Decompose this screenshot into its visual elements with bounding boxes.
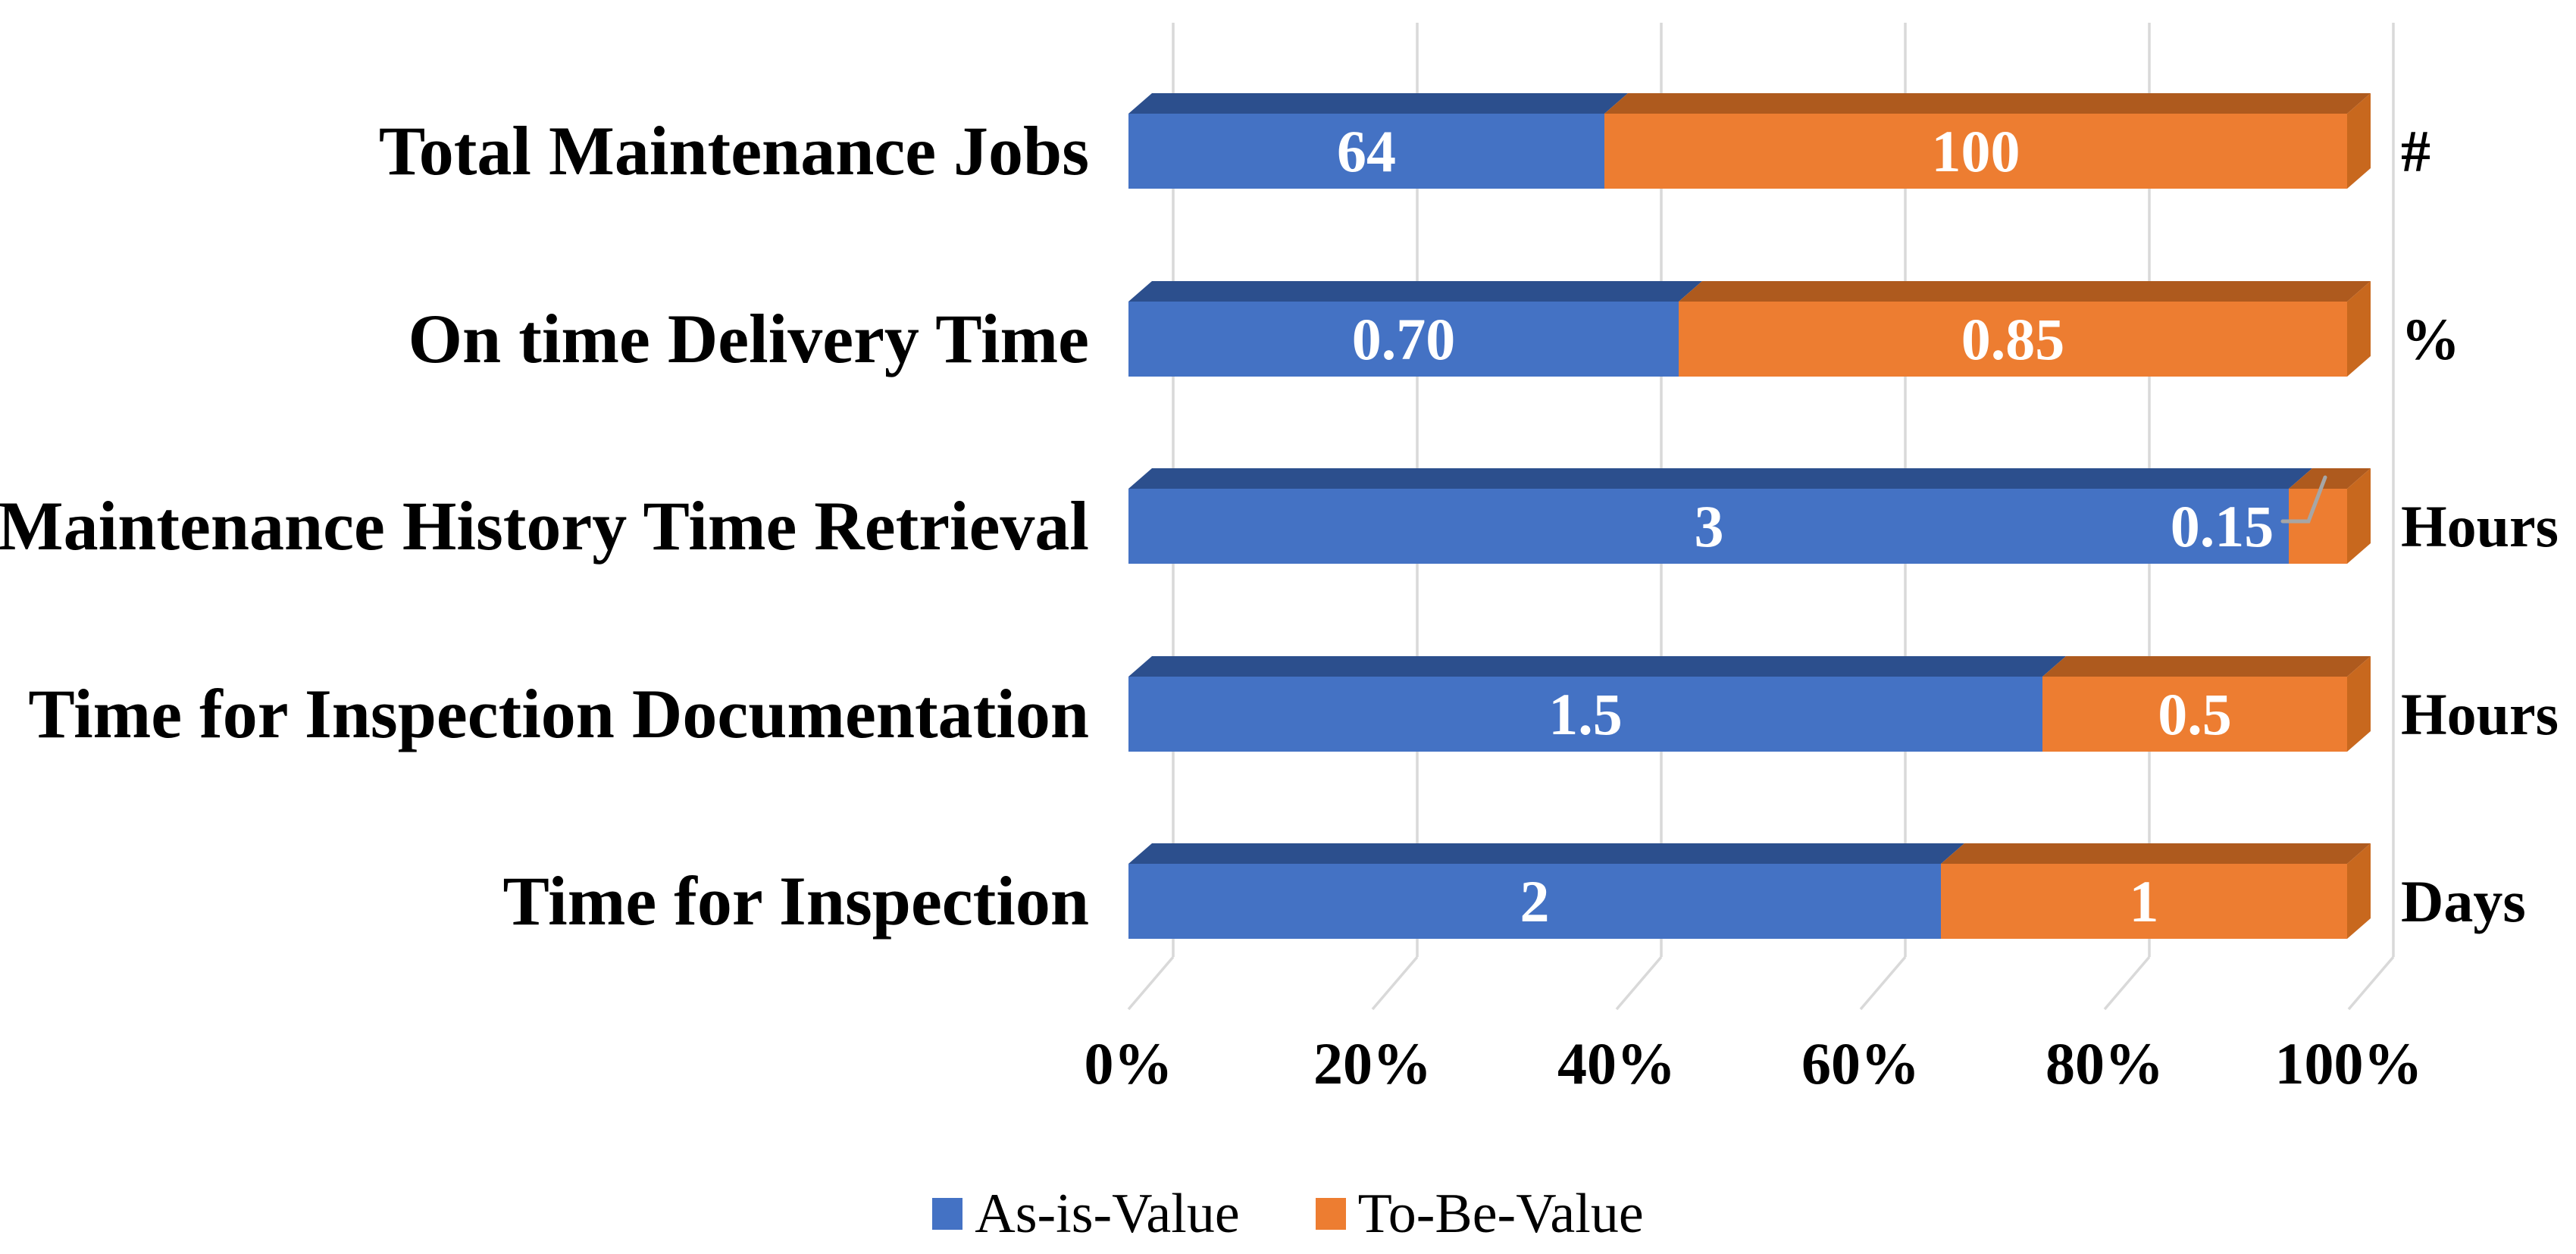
x-axis-tick-label: 60% (1801, 1030, 1920, 1096)
category-label: Total Maintenance Jobs (378, 112, 1089, 189)
x-axis-tick-label: 0% (1084, 1030, 1173, 1096)
legend-item-to-be-value: To-Be-Value (1315, 1179, 1644, 1249)
category-label: Maintenance History Time Retrieval (0, 487, 1089, 564)
bar-segment-to-be (1679, 302, 2347, 377)
bar-top-face-as-is (1128, 656, 2066, 677)
x-axis-tick-label: 80% (2045, 1030, 2164, 1096)
bar-segment-to-be (2289, 489, 2347, 564)
x-axis-tick-label: 100% (2274, 1030, 2423, 1096)
legend: As-is-Value To-Be-Value (0, 1179, 2576, 1249)
legend-swatch-as-is-value (932, 1198, 963, 1230)
x-axis-tick-label: 40% (1557, 1030, 1676, 1096)
bar-top-face-as-is (1128, 281, 1702, 302)
bar-top-face-as-is (1128, 468, 2312, 489)
unit-label: % (2401, 306, 2460, 372)
bar-top-face-to-be (1941, 843, 2371, 864)
data-label-to-be: 100 (1931, 118, 2020, 184)
unit-label: Hours (2401, 493, 2559, 559)
unit-label: # (2401, 118, 2430, 184)
data-label-to-be: 0.5 (2158, 681, 2232, 747)
x-axis-tick-label: 20% (1313, 1030, 1432, 1096)
bar-segment-as-is (1128, 489, 2289, 564)
data-label-to-be: 0.85 (1961, 306, 2065, 372)
bar-segment-to-be (2042, 677, 2347, 752)
bar-segment-to-be (1604, 114, 2347, 189)
data-label-to-be: 1 (2129, 868, 2159, 934)
category-label: Time for Inspection Documentation (28, 675, 1089, 752)
data-label-as-is: 3 (1694, 493, 1724, 559)
bar-top-face-to-be (1679, 281, 2371, 302)
legend-swatch-to-be-value (1315, 1198, 1346, 1230)
legend-label-as-is-value: As-is-Value (975, 1183, 1240, 1245)
data-label-as-is: 0.70 (1351, 306, 1456, 372)
legend-item-as-is-value: As-is-Value (932, 1179, 1240, 1249)
category-label: Time for Inspection (502, 862, 1089, 940)
bar-top-face-as-is (1128, 843, 1964, 864)
bar-segment-as-is (1128, 302, 1679, 377)
data-label-as-is: 64 (1337, 118, 1396, 184)
bar-top-face-to-be (2042, 656, 2371, 677)
bar-segment-as-is (1128, 677, 2042, 752)
data-label-to-be: 0.15 (2170, 493, 2274, 559)
bar-top-face-to-be (1604, 93, 2371, 114)
bar-segment-as-is (1128, 864, 1941, 939)
bar-segment-to-be (1941, 864, 2347, 939)
data-label-as-is: 1.5 (1548, 681, 1623, 747)
unit-label: Days (2401, 868, 2526, 934)
category-label: On time Delivery Time (408, 300, 1089, 377)
legend-label-to-be-value: To-Be-Value (1357, 1183, 1644, 1245)
bar-top-face-as-is (1128, 93, 1628, 114)
bar-segment-as-is (1128, 114, 1604, 189)
data-label-as-is: 2 (1520, 868, 1550, 934)
unit-label: Hours (2401, 681, 2559, 747)
